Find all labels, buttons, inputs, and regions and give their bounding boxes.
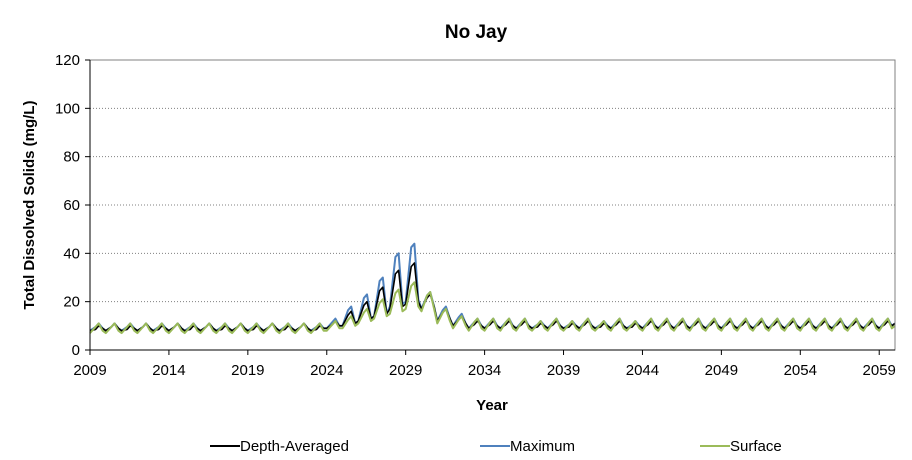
y-tick-label: 60 xyxy=(63,197,80,214)
x-tick-label: 2049 xyxy=(705,362,738,379)
x-tick-label: 2029 xyxy=(389,362,422,379)
x-tick-labels: 2009 2014 2019 2024 2029 2034 2039 2044 2049 2054… xyxy=(73,362,896,379)
y-tick-label: 100 xyxy=(55,100,80,117)
x-tick-label: 2039 xyxy=(547,362,580,379)
x-tick-label: 2019 xyxy=(231,362,264,379)
y-axis-label: Total Dissolved Solids (mg/L) xyxy=(21,101,38,310)
series-line-surface xyxy=(89,281,896,335)
x-axis-label: Year xyxy=(476,397,508,414)
x-tick-label: 2024 xyxy=(310,362,343,379)
x-tick-label: 2034 xyxy=(468,362,501,379)
legend: Depth-Averaged Maximum Surface xyxy=(210,438,782,455)
y-tick-label: 120 xyxy=(55,52,80,69)
x-tick-label: 2059 xyxy=(863,362,896,379)
y-tick-label: 40 xyxy=(63,245,80,262)
series-line-maximum xyxy=(89,242,896,332)
legend-label: Surface xyxy=(730,438,782,455)
y-tick-labels: 0 20 40 60 80 100 120 xyxy=(55,52,80,359)
legend-label: Maximum xyxy=(510,438,575,455)
series-layer xyxy=(89,242,896,335)
chart-title: No Jay xyxy=(445,22,508,43)
x-tick-label: 2009 xyxy=(73,362,106,379)
y-tick-label: 80 xyxy=(63,149,80,166)
axes xyxy=(85,59,896,355)
grid-lines xyxy=(90,59,895,303)
x-tick-label: 2044 xyxy=(626,362,659,379)
x-tick-label: 2054 xyxy=(784,362,817,379)
y-tick-label: 20 xyxy=(63,294,80,311)
x-tick-label: 2014 xyxy=(152,362,185,379)
legend-label: Depth-Averaged xyxy=(240,438,349,455)
y-tick-label: 0 xyxy=(72,342,80,359)
